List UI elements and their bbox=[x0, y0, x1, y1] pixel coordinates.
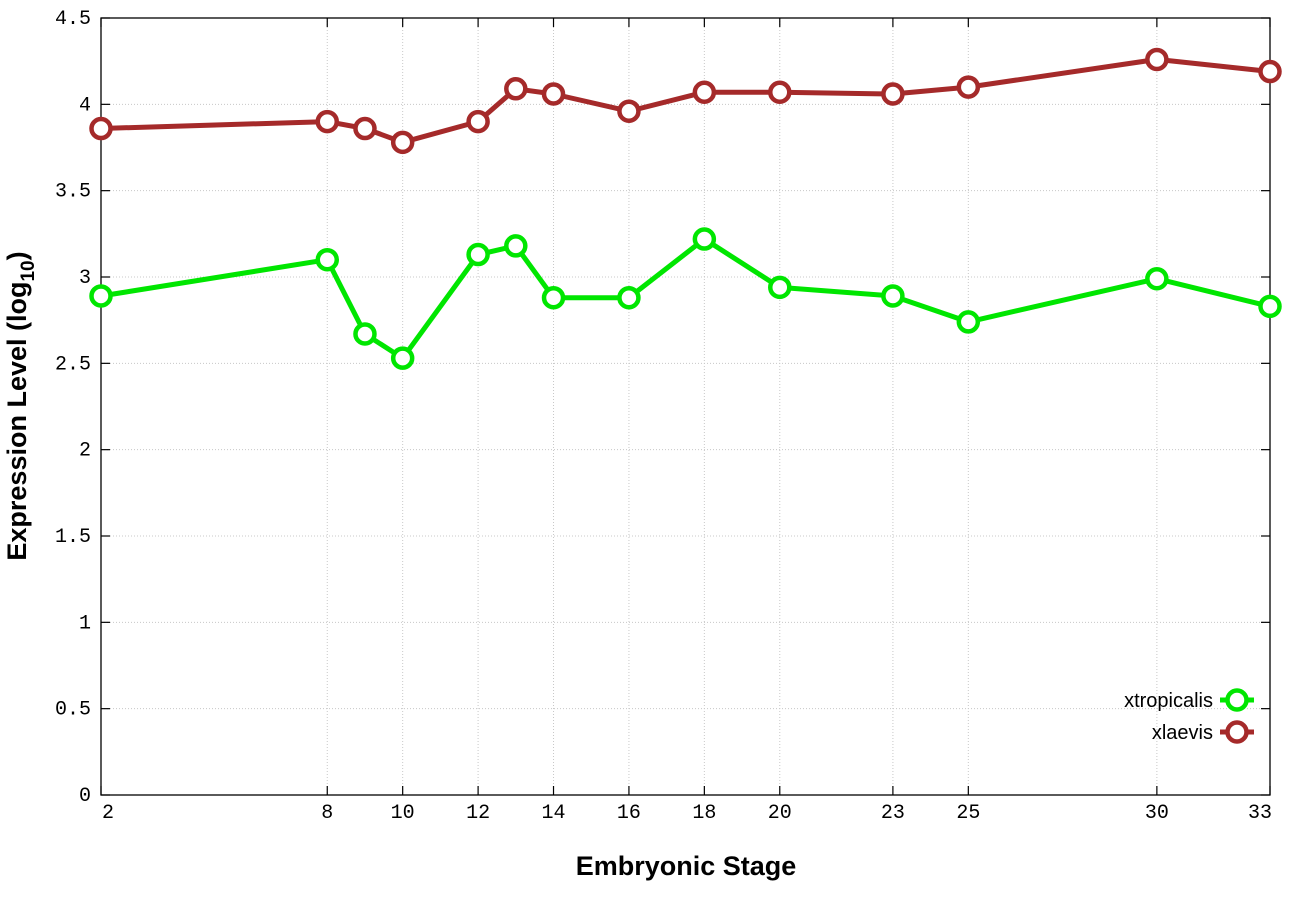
plot-frame bbox=[100, 17, 1271, 796]
y-tick-label: 2.5 bbox=[55, 353, 91, 376]
y-tick-label: 2 bbox=[79, 440, 91, 463]
data-point-xtropicalis bbox=[956, 310, 981, 334]
y-axis-title-close: ) bbox=[2, 251, 32, 260]
data-point-xlaevis bbox=[390, 130, 415, 155]
data-point-xtropicalis bbox=[617, 285, 641, 310]
data-point-xlaevis bbox=[89, 116, 113, 141]
grid-lines bbox=[101, 18, 1270, 795]
x-tick-label: 18 bbox=[692, 802, 716, 825]
series-group bbox=[89, 47, 1282, 370]
data-point-xlaevis bbox=[1145, 47, 1169, 72]
series-line-xlaevis bbox=[100, 56, 1271, 145]
y-axis-title-main: Expression Level (log bbox=[2, 282, 32, 561]
data-point-xtropicalis bbox=[315, 247, 340, 272]
x-tick-label: 23 bbox=[881, 802, 905, 825]
legend-label-xlaevis: xlaevis bbox=[1152, 722, 1213, 744]
x-tick-label: 10 bbox=[391, 802, 415, 825]
x-tick-label: 30 bbox=[1145, 802, 1169, 825]
data-point-xlaevis bbox=[541, 82, 566, 106]
y-tick-label: 1 bbox=[79, 612, 91, 635]
data-point-xtropicalis bbox=[353, 322, 377, 346]
data-point-xlaevis bbox=[692, 80, 717, 104]
data-point-xtropicalis bbox=[466, 242, 490, 267]
data-point-xtropicalis bbox=[692, 227, 717, 251]
data-point-xlaevis bbox=[617, 99, 641, 123]
legend-swatch-marker-xtropicalis bbox=[1225, 688, 1249, 712]
data-point-xtropicalis bbox=[541, 285, 566, 310]
y-axis-title-subscript: 10 bbox=[18, 260, 39, 281]
data-point-xtropicalis bbox=[1258, 294, 1282, 319]
x-tick-label: 14 bbox=[542, 802, 566, 825]
x-tick-label: 16 bbox=[617, 802, 641, 825]
data-point-xtropicalis bbox=[768, 275, 792, 300]
data-point-xlaevis bbox=[1258, 59, 1282, 84]
data-point-xlaevis bbox=[768, 80, 792, 104]
x-tick-label: 12 bbox=[466, 802, 490, 825]
data-point-xtropicalis bbox=[881, 284, 905, 308]
x-tick-label: 20 bbox=[768, 802, 792, 825]
series-line-xtropicalis bbox=[100, 236, 1271, 361]
data-point-xlaevis bbox=[315, 109, 340, 134]
y-tick-label: 1.5 bbox=[55, 526, 91, 549]
data-point-xtropicalis bbox=[504, 234, 528, 258]
data-point-xtropicalis bbox=[89, 284, 113, 308]
x-axis-title: Embryonic Stage bbox=[576, 851, 797, 881]
data-point-xlaevis bbox=[504, 77, 528, 101]
x-tick-label: 33 bbox=[1248, 802, 1272, 825]
y-tick-label: 3.5 bbox=[55, 181, 91, 204]
data-point-xtropicalis bbox=[390, 346, 415, 370]
data-point-xlaevis bbox=[466, 109, 490, 134]
legend-label-xtropicalis: xtropicalis bbox=[1124, 690, 1213, 712]
y-axis-title: Expression Level (log10) bbox=[2, 251, 39, 560]
y-tick-label: 4.5 bbox=[55, 8, 91, 31]
data-point-xlaevis bbox=[881, 82, 905, 106]
x-tick-label: 2 bbox=[102, 802, 114, 825]
y-tick-label: 4 bbox=[79, 94, 91, 117]
x-tick-label: 8 bbox=[321, 802, 333, 825]
y-tick-label: 0 bbox=[79, 785, 91, 808]
legend-swatch-marker-xlaevis bbox=[1225, 720, 1249, 744]
legend: xtropicalis xlaevis bbox=[1124, 688, 1254, 744]
y-tick-label: 0.5 bbox=[55, 699, 91, 722]
data-point-xlaevis bbox=[353, 116, 377, 141]
y-tick-label: 3 bbox=[79, 267, 91, 290]
axis-ticks: 0 0.5 1 1.5 2 2.5 3 3.5 4 4.5 2 8 10 12 14 16 18 20 23 25 30… bbox=[55, 8, 1272, 825]
data-point-xlaevis bbox=[956, 75, 981, 99]
data-point-xtropicalis bbox=[1145, 266, 1169, 291]
x-tick-label: 25 bbox=[956, 802, 980, 825]
